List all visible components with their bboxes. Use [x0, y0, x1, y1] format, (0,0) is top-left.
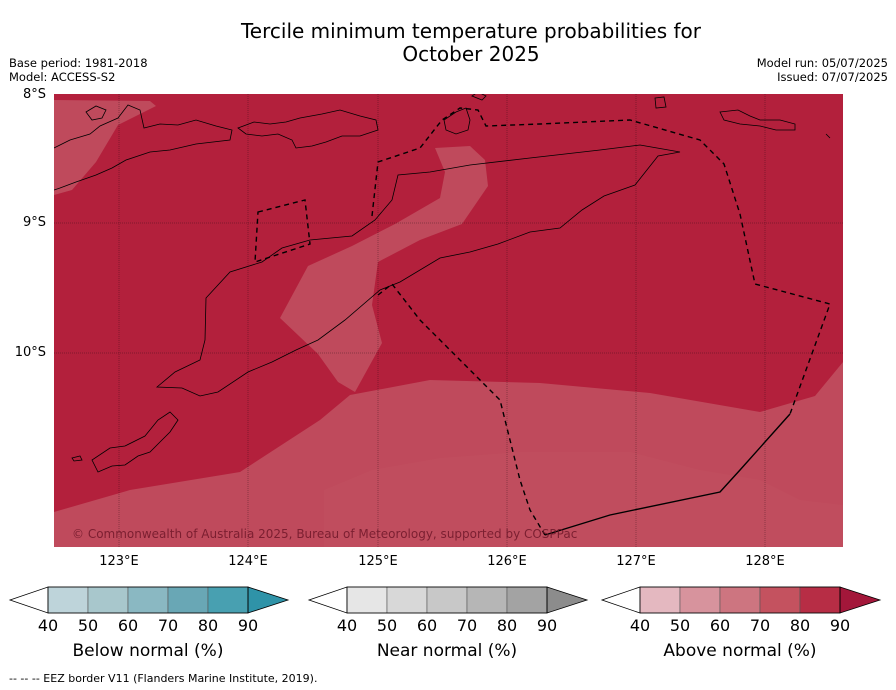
lon-label-123e: 123°E	[99, 554, 139, 569]
colorbar-below-segment-80	[207, 586, 249, 614]
model-run: Model run: 05/07/2025	[756, 56, 888, 70]
colorbar-above-segment-80	[799, 586, 841, 614]
colorbar-below-tick-70: 70	[157, 616, 179, 635]
colorbar-near-segment-50	[386, 586, 428, 614]
meta-right: Model run: 05/07/2025 Issued: 07/07/2025	[757, 56, 888, 84]
colorbar-below-tick-90: 90	[237, 616, 259, 635]
lon-label-126e: 126°E	[487, 554, 527, 569]
coastline-babar	[654, 96, 667, 109]
colorbar-near-segment-60	[426, 586, 468, 614]
colorbar-near-segment-40	[346, 586, 388, 614]
field-above-70-channel	[280, 146, 488, 392]
colorbar-below-tick-80: 80	[197, 616, 219, 635]
colorbar-above-tick-50: 50	[669, 616, 691, 635]
graticule	[54, 94, 843, 547]
title-line-2: October 2025	[402, 42, 540, 66]
copyright-notice: © Commonwealth of Australia 2025, Bureau…	[72, 527, 577, 541]
field-above-70-nw	[54, 100, 156, 195]
colorbar-near-over-arrow	[546, 586, 589, 614]
colorbar-above-segment-50	[679, 586, 721, 614]
colorbar-above-over-arrow	[839, 586, 882, 614]
colorbar-above-segment-60	[719, 586, 761, 614]
eez-footnote: -- -- -- EEZ border V11 (Flanders Marine…	[9, 672, 318, 685]
colorbar-above-title: Above normal (%)	[663, 641, 817, 661]
lon-label-124e: 124°E	[228, 554, 268, 569]
colorbar-above-under-arrow	[600, 586, 641, 614]
colorbar-near	[307, 586, 589, 614]
colorbar-near-tick-70: 70	[456, 616, 478, 635]
colorbar-near-segment-70	[466, 586, 508, 614]
colorbar-below-segment-40	[47, 586, 89, 614]
colorbar-below-segment-70	[167, 586, 209, 614]
map-title: Tercile minimum temperature probabilitie…	[0, 20, 896, 66]
colorbar-below	[8, 586, 290, 614]
colorbar-near-tick-60: 60	[416, 616, 438, 635]
colorbar-near-segment-80	[506, 586, 548, 614]
lat-label-10s: 10°S	[14, 345, 46, 360]
colorbar-above-segment-70	[759, 586, 801, 614]
colorbar-below-tick-60: 60	[117, 616, 139, 635]
field-above-70-southband	[324, 452, 843, 547]
colorbar-below-tick-40: 40	[37, 616, 59, 635]
model-name: Model: ACCESS-S2	[9, 70, 116, 84]
colorbar-above-tick-80: 80	[789, 616, 811, 635]
lon-label-128e: 128°E	[745, 554, 785, 569]
colorbar-above	[600, 586, 882, 614]
colorbar-near-tick-80: 80	[496, 616, 518, 635]
colorbar-near-under-arrow	[307, 586, 348, 614]
coastline-alor	[237, 109, 379, 149]
colorbar-near-tick-90: 90	[536, 616, 558, 635]
colorbar-above-tick-60: 60	[709, 616, 731, 635]
colorbar-above-segment-40	[639, 586, 681, 614]
colorbar-below-title: Below normal (%)	[72, 641, 224, 661]
coastline-wetar	[443, 107, 471, 135]
colorbar-below-under-arrow	[8, 586, 49, 614]
colorbar-above-tick-70: 70	[749, 616, 771, 635]
colorbar-near-tick-50: 50	[376, 616, 398, 635]
colorbar-below-segment-60	[127, 586, 169, 614]
colorbar-below-segment-50	[87, 586, 129, 614]
title-line-1: Tercile minimum temperature probabilitie…	[240, 19, 702, 43]
base-period: Base period: 1981-2018	[9, 56, 148, 70]
issued-date: Issued: 07/07/2025	[777, 70, 888, 84]
lon-label-127e: 127°E	[616, 554, 656, 569]
coastline-flores	[54, 104, 233, 191]
colorbar-below-tick-50: 50	[77, 616, 99, 635]
meta-left: Base period: 1981-2018 Model: ACCESS-S2	[9, 56, 148, 84]
eez-border	[254, 107, 831, 536]
lat-label-8s: 8°S	[22, 87, 46, 102]
lat-label-9s: 9°S	[22, 215, 46, 230]
colorbar-near-tick-40: 40	[336, 616, 358, 635]
coastline-rote	[91, 411, 179, 473]
colorbar-above-tick-40: 40	[629, 616, 651, 635]
colorbar-above-tick-90: 90	[829, 616, 851, 635]
colorbar-below-over-arrow	[247, 586, 290, 614]
colorbar-near-title: Near normal (%)	[376, 641, 518, 661]
lon-label-125e: 125°E	[358, 554, 398, 569]
